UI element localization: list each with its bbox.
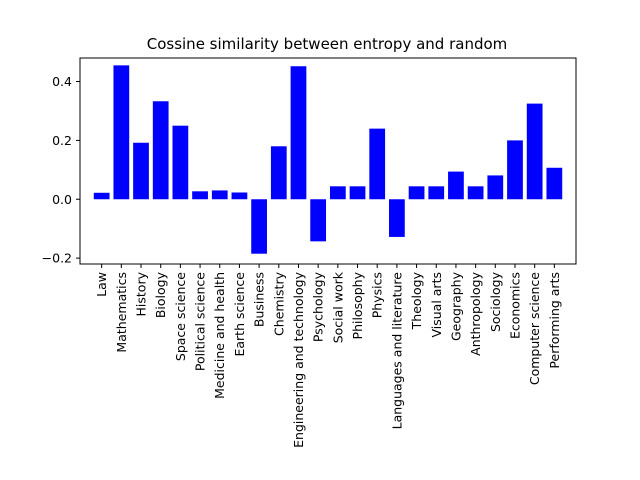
x-tick-label: Chemistry <box>271 271 286 336</box>
bar-space-science <box>172 125 189 200</box>
x-tick-label: Physics <box>370 272 385 318</box>
x-tick-label: Law <box>94 272 109 297</box>
bar-geography <box>448 171 464 200</box>
x-tick-label: Social work <box>330 271 345 343</box>
y-tick-label: 0.4 <box>52 74 72 89</box>
x-tick-label: Economics <box>507 272 522 339</box>
bar-computer-science <box>526 103 543 200</box>
bar-physics <box>369 128 386 200</box>
x-tick-label: Earth science <box>232 272 247 357</box>
bar-psychology <box>310 199 327 242</box>
bar-law <box>93 192 110 200</box>
x-tick-label: Business <box>252 272 267 327</box>
bar-business <box>251 199 267 254</box>
x-tick-label: Engineering and technology <box>291 271 306 447</box>
x-tick-label: Performing arts <box>547 272 562 369</box>
x-tick-label: Biology <box>153 271 168 318</box>
bar-biology <box>152 101 169 200</box>
bar-theology <box>408 186 425 200</box>
bar-performing-arts <box>546 167 563 200</box>
bar-chemistry <box>270 146 287 200</box>
y-tick-label: 0.0 <box>52 192 72 207</box>
x-tick-label: Political science <box>193 272 208 371</box>
x-tick-label: History <box>134 271 149 316</box>
x-tick-label: Space science <box>173 272 188 361</box>
y-tick-label: 0.2 <box>52 133 72 148</box>
chart-title: Cossine similarity between entropy and r… <box>147 35 508 53</box>
x-tick-label: Computer science <box>527 272 542 385</box>
x-tick-label: Sociology <box>488 271 503 332</box>
bar-anthropology <box>467 186 484 200</box>
bar-social-work <box>329 186 346 200</box>
x-tick-label: Philosophy <box>350 271 365 339</box>
bar-visual-arts <box>428 186 445 200</box>
bar-political-science <box>192 191 208 200</box>
bars-group <box>93 65 563 254</box>
y-tick-label: −0.2 <box>42 251 72 266</box>
bar-philosophy <box>349 186 366 200</box>
x-tick-label: Medicine and health <box>212 272 227 399</box>
x-tick-label: Visual arts <box>429 272 444 338</box>
plot-frame <box>79 57 577 265</box>
x-tick-label: Psychology <box>311 271 326 342</box>
bar-earth-science <box>231 192 248 200</box>
bar-medicine-and-health <box>211 190 228 200</box>
x-tick-label: Anthropology <box>468 271 483 355</box>
bar-sociology <box>487 175 504 200</box>
x-tick-label: Theology <box>409 271 424 330</box>
x-tick-label: Mathematics <box>114 272 129 353</box>
x-tick-label: Geography <box>448 271 463 341</box>
x-axis: Law Mathematics History Biology Space scienc… <box>94 264 562 448</box>
y-axis: −0.2 0.0 0.2 0.4 <box>42 74 80 266</box>
bar-mathematics <box>113 65 130 200</box>
bar-languages-and-literature <box>389 199 405 237</box>
x-tick-label: Languages and literature <box>389 272 404 430</box>
bar-economics <box>507 140 523 200</box>
bar-engineering-and-technology <box>290 66 307 200</box>
bar-history <box>133 142 149 200</box>
